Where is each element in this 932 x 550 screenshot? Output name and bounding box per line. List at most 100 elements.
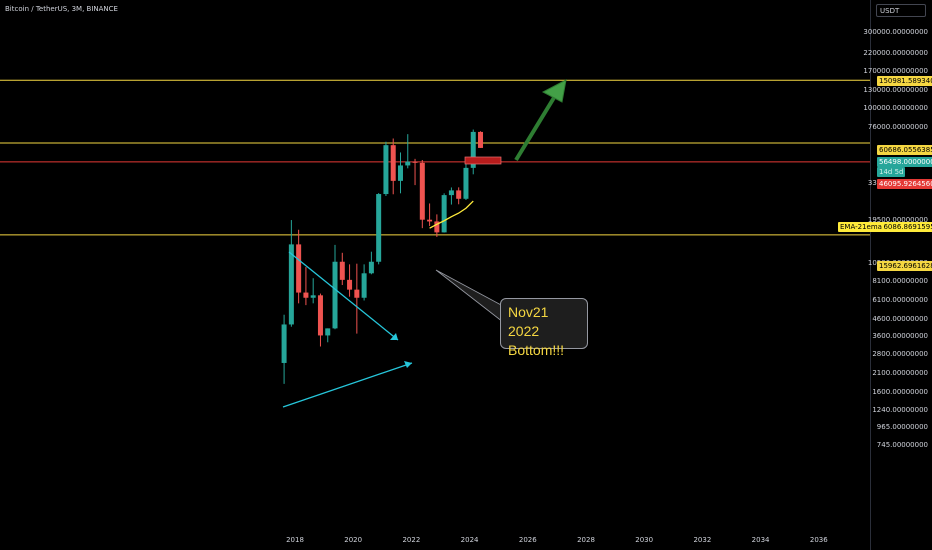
price-tick-label: 1600.00000000 xyxy=(872,388,928,397)
candle-body xyxy=(397,165,403,181)
triangle-lower-trendline[interactable] xyxy=(282,362,413,408)
candle-body xyxy=(332,261,338,329)
price-tick-label: 100000.00000000 xyxy=(863,103,928,112)
candle-body xyxy=(325,328,331,336)
candle-body xyxy=(463,167,469,199)
candle xyxy=(405,134,411,169)
bottom-callout[interactable]: Nov21 2022 Bottom!!! xyxy=(500,298,588,358)
price-tick-label: 4600.00000000 xyxy=(872,315,928,324)
ema-21-line xyxy=(429,200,474,229)
user-drawings xyxy=(282,79,567,408)
candle xyxy=(448,187,454,205)
level-tag-top: 150981.58934044 xyxy=(877,76,932,86)
candle-body xyxy=(368,261,374,274)
candle xyxy=(288,220,294,327)
candle xyxy=(354,263,360,334)
ema-name-label: EMA-21ema xyxy=(838,222,884,232)
candle-body xyxy=(478,131,484,148)
current-price-tag: 56498.00000000 xyxy=(877,157,932,167)
candle-body xyxy=(456,190,462,199)
candle-body xyxy=(296,244,302,293)
time-tick-label: 2020 xyxy=(344,536,363,544)
time-tick-label: 2026 xyxy=(518,536,537,544)
candle xyxy=(463,164,469,200)
price-tick-label: 8100.00000000 xyxy=(872,276,928,285)
candle-body xyxy=(303,292,309,298)
candle-body xyxy=(470,131,476,168)
candle xyxy=(390,138,396,195)
price-tick-label: 2800.00000000 xyxy=(872,349,928,358)
candle xyxy=(456,187,462,205)
candle-body xyxy=(376,194,382,262)
price-tick-label: 220000.00000000 xyxy=(863,49,928,58)
candle-body xyxy=(419,162,425,220)
price-tick-label: 2100.00000000 xyxy=(872,369,928,378)
time-tick-label: 2034 xyxy=(751,536,770,544)
candle-body xyxy=(361,273,367,298)
candle xyxy=(281,314,287,384)
countdown-tag: 14d 5d xyxy=(877,167,906,177)
price-tick-label: 965.00000000 xyxy=(876,422,928,431)
candle-body xyxy=(412,161,418,163)
candle xyxy=(470,129,476,175)
candle xyxy=(361,264,367,301)
candle xyxy=(383,141,389,196)
callout-line-1: Nov21 2022 xyxy=(508,304,549,339)
candle-body xyxy=(347,279,353,290)
candle-body xyxy=(310,295,316,298)
candle-body xyxy=(434,221,440,233)
price-tick-label: 130000.00000000 xyxy=(863,85,928,94)
price-tick-label: 76000.00000000 xyxy=(867,122,928,131)
triangle-upper-arrowhead xyxy=(390,333,398,340)
candle xyxy=(339,252,345,286)
triangle-lower-arrowhead xyxy=(404,361,412,368)
time-tick-label: 2024 xyxy=(460,536,479,544)
callout-pointer xyxy=(435,269,504,323)
candle xyxy=(419,159,425,229)
candle-body xyxy=(441,195,447,233)
currency-selector[interactable]: USDT xyxy=(876,4,926,17)
time-tick-label: 2030 xyxy=(635,536,654,544)
candlestick-series xyxy=(281,129,484,384)
candle xyxy=(397,152,403,194)
candle xyxy=(303,267,309,306)
time-tick-label: 2032 xyxy=(693,536,712,544)
candle-body xyxy=(317,295,323,336)
candle xyxy=(441,193,447,233)
candle xyxy=(368,251,374,275)
bullish-arrow[interactable] xyxy=(514,79,567,162)
ema-value-tag: 26086.86915953 xyxy=(877,222,932,232)
projection-box[interactable] xyxy=(464,156,502,165)
candle-body xyxy=(339,261,345,280)
price-tick-label: 745.00000000 xyxy=(876,440,928,449)
candle-body xyxy=(354,289,360,298)
candle-body xyxy=(281,324,287,363)
candle xyxy=(412,158,418,186)
candle xyxy=(478,131,484,148)
time-tick-label: 2022 xyxy=(402,536,421,544)
price-tick-label: 19500.00000000 xyxy=(867,216,928,225)
candle-body xyxy=(288,244,294,325)
triangle-upper-trendline[interactable] xyxy=(288,251,399,341)
candle-body xyxy=(405,161,411,166)
candle xyxy=(332,244,338,330)
horizontal-levels xyxy=(0,79,870,236)
candle xyxy=(427,203,433,227)
price-axis[interactable] xyxy=(870,0,932,550)
candle xyxy=(317,293,323,347)
candle-body xyxy=(390,145,396,181)
callout-line-2: Bottom!!! xyxy=(508,342,565,358)
level-tag-red: 46095.92645606 xyxy=(877,179,932,189)
ema-21-polyline xyxy=(429,200,474,229)
candle xyxy=(325,328,331,343)
candle-body xyxy=(427,219,433,222)
time-tick-label: 2018 xyxy=(286,536,304,544)
chart-title: Bitcoin / TetherUS, 3M, BINANCE xyxy=(5,5,118,13)
candle xyxy=(347,264,353,297)
level-tag-low: 15962.69616284 xyxy=(877,261,932,271)
level-tag-mid: 60686.05563851 xyxy=(877,145,932,155)
price-chart-canvas[interactable] xyxy=(0,0,870,550)
candle xyxy=(296,229,302,304)
candle xyxy=(434,214,440,237)
candle xyxy=(376,193,382,265)
